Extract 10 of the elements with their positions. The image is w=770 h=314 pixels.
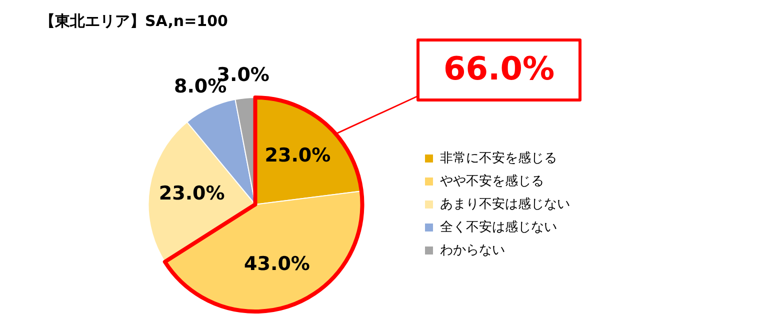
legend-label: 全く不安は感じない xyxy=(440,218,557,235)
legend-label: わからない xyxy=(440,242,505,258)
chart-title: 【東北エリア】SA,n=100 xyxy=(40,12,228,30)
legend-label: あまり不安は感じない xyxy=(440,196,570,212)
text: 66.0% xyxy=(443,49,555,88)
data-label: 23.0% xyxy=(158,182,225,204)
data-label: 23.0% xyxy=(264,144,331,166)
legend-label: 非常に不安を感じる xyxy=(440,150,557,166)
legend-label: やや不安を感じる xyxy=(440,172,544,189)
data-label: 43.0% xyxy=(244,252,310,275)
